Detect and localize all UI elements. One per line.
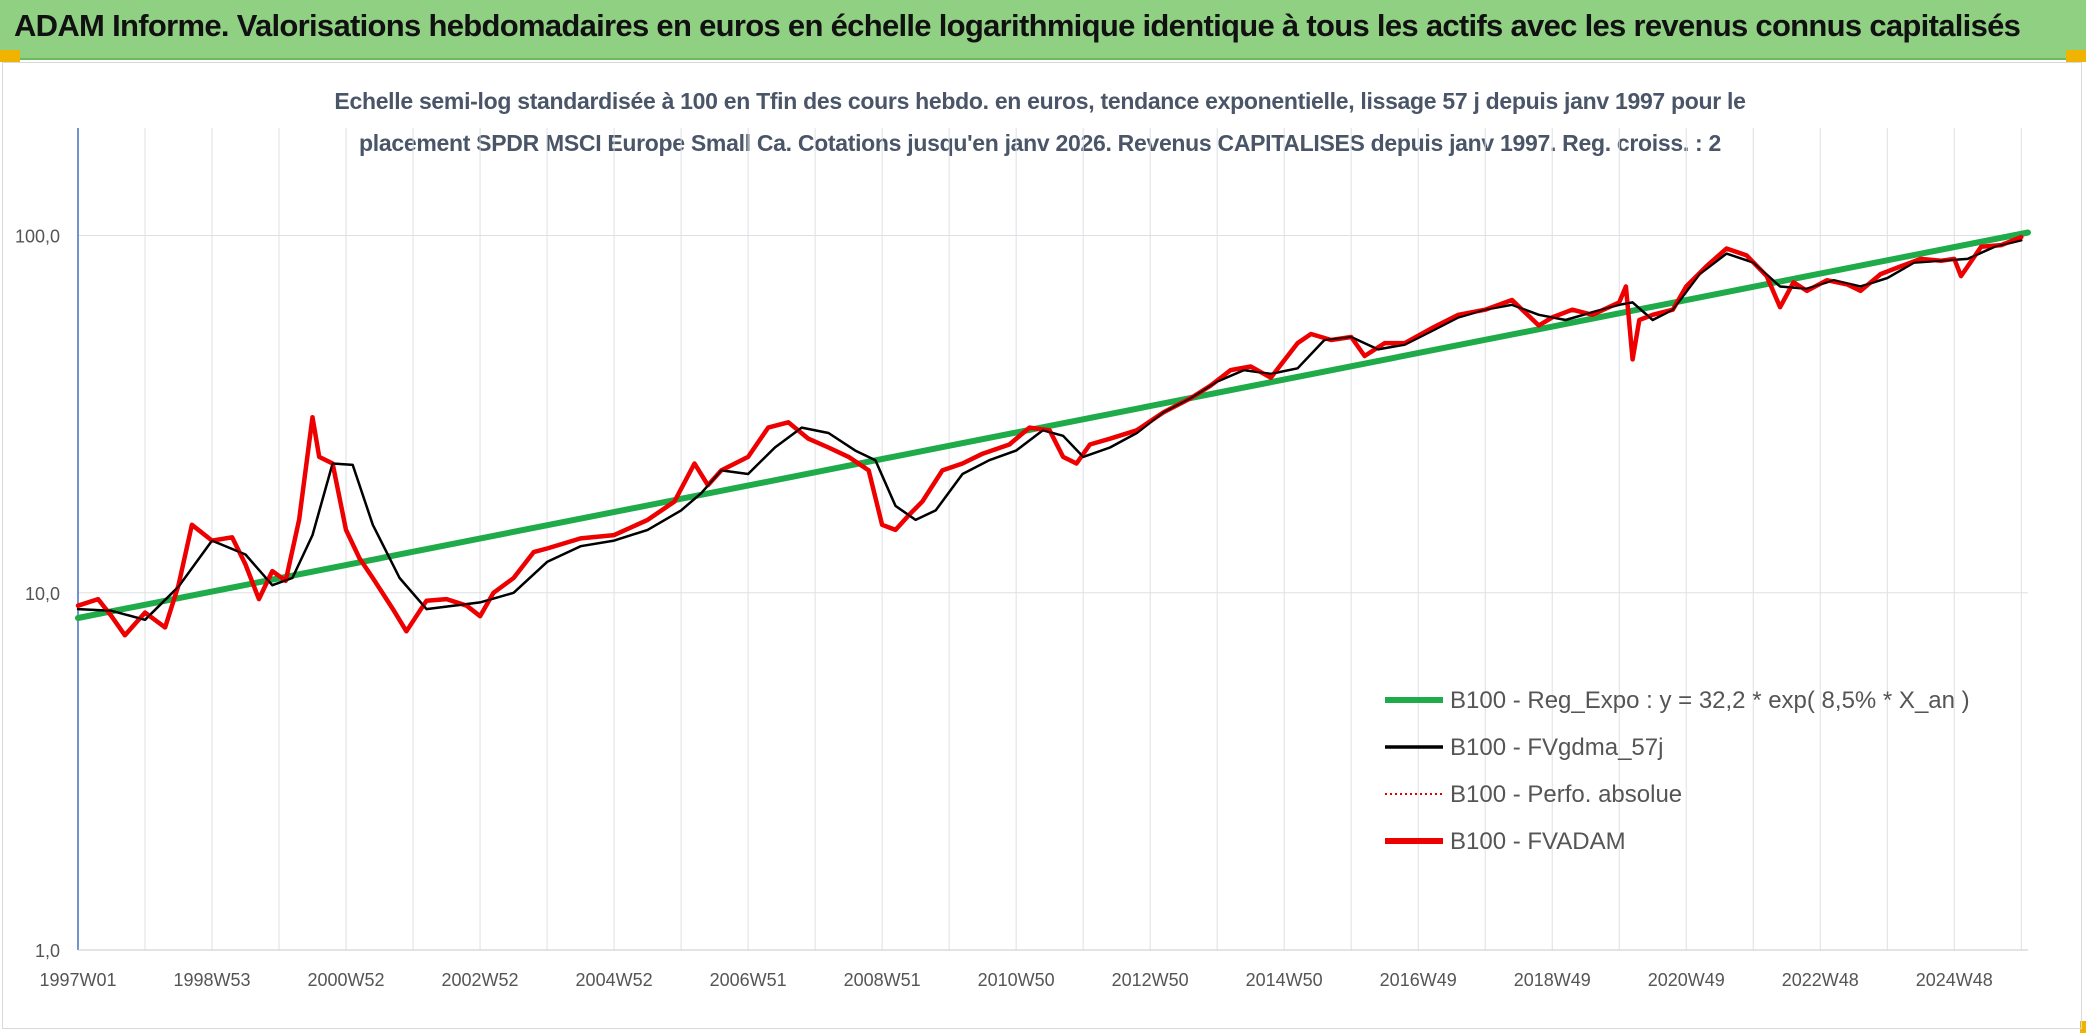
smoothed-57j-line-overlay [77, 239, 2022, 621]
legend-label: B100 - Perfo. absolue [1450, 781, 1682, 808]
corner-marker-top-left [0, 50, 20, 62]
x-tick-label: 2004W52 [576, 970, 653, 990]
x-tick-label: 2002W52 [442, 970, 519, 990]
x-tick-label: 1997W01 [39, 970, 116, 990]
y-tick-label: 100,0 [15, 227, 60, 247]
y-tick-label: 1,0 [35, 941, 60, 961]
x-tick-label: 2018W49 [1514, 970, 1591, 990]
x-tick-label: 2012W50 [1112, 970, 1189, 990]
x-tick-label: 2022W48 [1782, 970, 1859, 990]
chart-subtitle-line-1: Echelle semi-log standardisée à 100 en T… [334, 88, 1746, 114]
legend-label: B100 - FVgdma_57j [1450, 734, 1663, 761]
x-tick-label: 2008W51 [844, 970, 921, 990]
legend-label: B100 - Reg_Expo : y = 32,2 * exp( 8,5% *… [1450, 687, 1970, 714]
chart-frame [2, 62, 2082, 1029]
regression-line [75, 229, 2031, 621]
x-tick-label: 2024W48 [1916, 970, 1993, 990]
x-tick-label: 2000W52 [308, 970, 385, 990]
x-tick-label: 2020W49 [1648, 970, 1725, 990]
x-tick-label: 2010W50 [978, 970, 1055, 990]
x-tick-label: 2016W49 [1380, 970, 1457, 990]
corner-marker-top-right [2066, 50, 2086, 62]
x-tick-label: 1998W53 [173, 970, 250, 990]
y-tick-label: 10,0 [25, 584, 60, 604]
banner-title: ADAM Informe. Valorisations hebdomadaire… [14, 8, 2021, 43]
title-banner: ADAM Informe. Valorisations hebdomadaire… [0, 0, 2086, 60]
x-tick-label: 2006W51 [710, 970, 787, 990]
fvadam-line [75, 234, 2024, 638]
x-tick-label: 2014W50 [1246, 970, 1323, 990]
chart-subtitle-line-2: placement SPDR MSCI Europe Small Ca. Cot… [359, 130, 1721, 156]
legend-label: B100 - FVADAM [1450, 828, 1626, 855]
corner-marker-bottom-right [2080, 1021, 2086, 1033]
